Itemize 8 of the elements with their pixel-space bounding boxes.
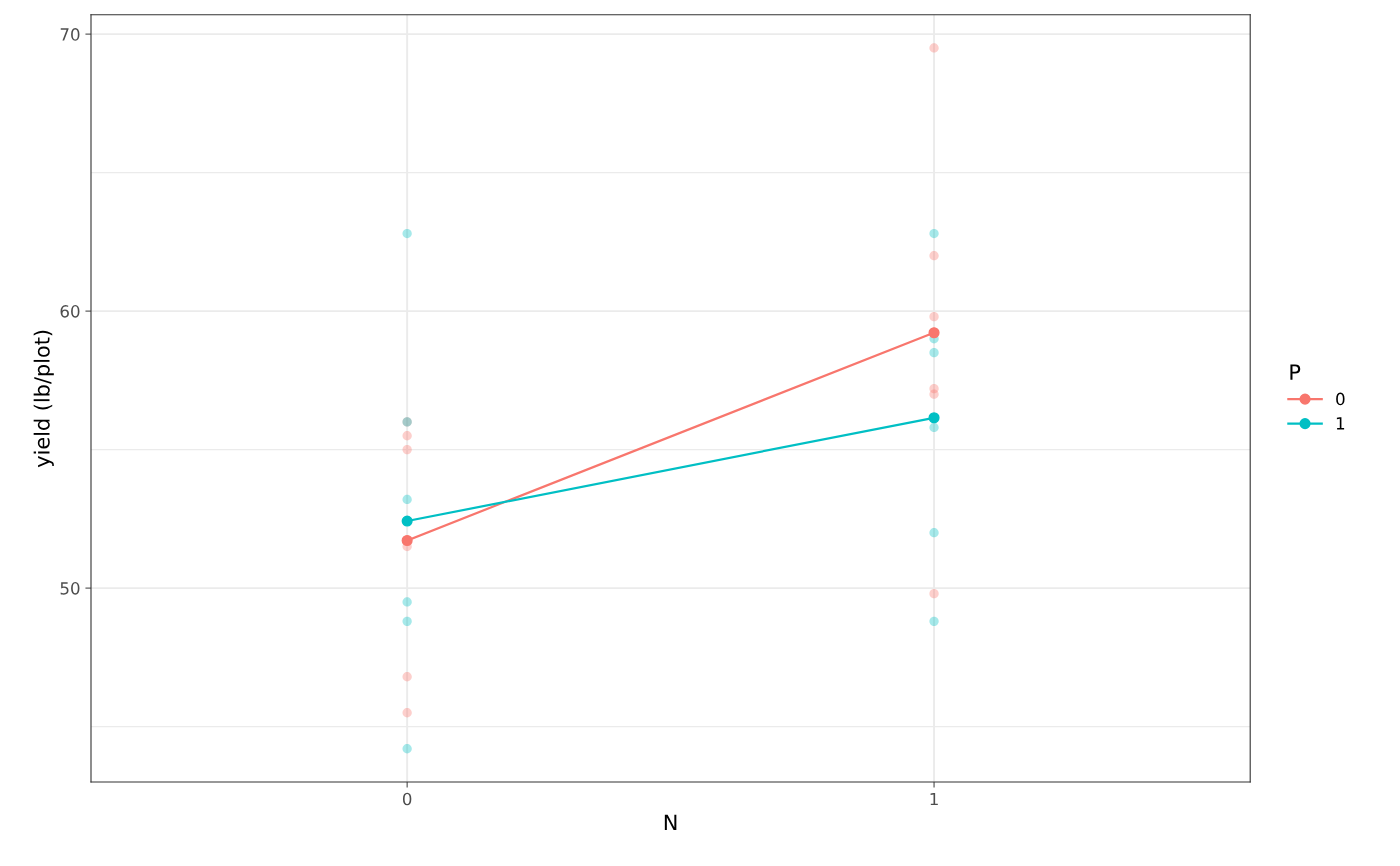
y-tick-label: 60 xyxy=(60,305,80,318)
legend-title: P xyxy=(1290,364,1301,380)
y-tick-label: 70 xyxy=(60,28,80,41)
legend-label: 1 xyxy=(1336,417,1345,430)
legend-label: 0 xyxy=(1336,392,1345,406)
y-tick-label: 50 xyxy=(60,582,80,595)
y-axis-title: yield (lb/plot) xyxy=(33,330,54,468)
x-axis-title: N xyxy=(664,814,677,830)
